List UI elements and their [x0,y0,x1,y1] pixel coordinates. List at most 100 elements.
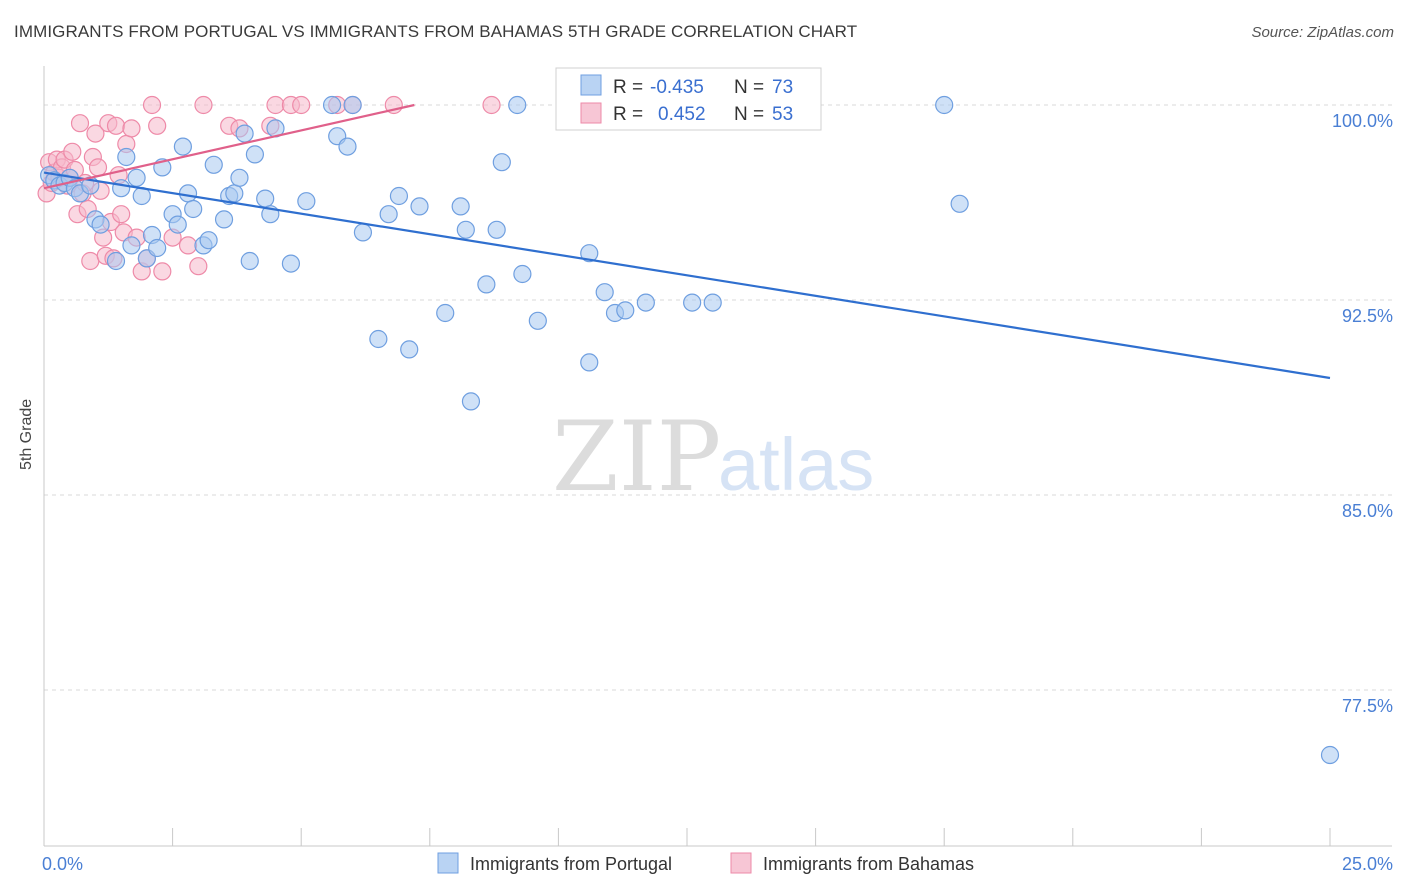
y-tick-labels: 100.0% 92.5% 85.0% 77.5% [1332,111,1393,716]
bahamas-trend-line [43,103,415,190]
portugal-n-label: N = [734,77,764,98]
bahamas-point-32 [122,119,141,138]
stats-legend: R = -0.435 N = 73 R = 0.452 N = 53 [555,67,822,131]
bahamas-swatch [580,102,602,124]
portugal-point-67 [703,293,722,312]
axes [43,66,1392,847]
portugal-point-30 [225,184,244,203]
legend-bahamas-label: Immigrants from Bahamas [763,854,974,874]
bahamas-point-29 [112,205,131,224]
chart-title: IMMIGRANTS FROM PORTUGAL VS IMMIGRANTS F… [14,22,858,41]
portugal-point-57 [508,95,527,115]
portugal-point-43 [343,95,362,115]
portugal-swatch [580,74,602,96]
source-credit: Source: ZipAtlas.com [1251,24,1394,41]
legend-portugal-swatch [437,852,459,874]
portugal-point-26 [199,231,218,250]
x-tick-label-1: 25.0% [1342,854,1393,874]
portugal-point-11 [112,179,131,198]
portugal-point-62 [595,283,614,302]
bahamas-n-value: 53 [772,104,793,125]
portugal-r-label: R = [613,77,643,98]
portugal-point-12 [117,147,136,167]
portugal-point-33 [240,251,259,271]
portugal-point-34 [245,145,265,164]
portugal-point-10 [106,251,126,271]
x-tick-labels: 0.0% 25.0% [42,854,1393,874]
bahamas-n-label: N = [734,104,764,125]
portugal-point-50 [436,303,455,323]
portugal-r-value: -0.435 [650,77,704,98]
watermark-zip: ZIP [552,401,721,513]
bahamas-point-20 [88,158,108,177]
portugal-point-31 [230,168,249,187]
portugal-point-39 [297,192,316,211]
portugal-point-64 [616,301,635,320]
portugal-point-45 [369,329,388,349]
bahamas-point-36 [142,95,162,115]
bahamas-point-40 [178,236,198,255]
portugal-point-58 [513,264,532,284]
bahamas-point-52 [482,95,501,115]
bahamas-point-13 [70,114,90,133]
portugal-point-59 [528,311,547,330]
portugal-point-54 [477,275,496,294]
y-tick-label-3: 77.5% [1342,696,1393,716]
portugal-point-72 [1320,745,1340,765]
portugal-point-13 [122,236,141,255]
portugal-point-22 [173,137,192,156]
portugal-point-68 [935,95,954,115]
portugal-point-40 [322,95,342,115]
portugal-point-46 [379,205,398,224]
portugal-points [40,95,1340,765]
bahamas-point-10 [63,142,82,161]
legend-portugal-label: Immigrants from Portugal [470,854,672,874]
legend-bahamas-swatch [730,852,752,874]
portugal-point-61 [580,353,599,372]
y-tick-label-0: 100.0% [1332,111,1393,131]
portugal-n-value: 73 [772,77,793,98]
y-tick-label-1: 92.5% [1342,306,1393,326]
portugal-point-35 [256,189,275,208]
bahamas-r-value: 0.452 [658,104,706,125]
portugal-point-23 [178,184,198,203]
portugal-point-60 [580,244,599,263]
bahamas-r-label: R = [613,104,643,125]
bahamas-point-38 [153,262,172,281]
bahamas-point-46 [266,95,285,115]
trend-lines [43,103,1331,380]
portugal-point-53 [461,392,481,411]
portugal-point-49 [410,197,429,216]
portugal-point-24 [184,199,203,219]
portugal-point-42 [338,137,357,156]
portugal-point-9 [91,215,110,234]
portugal-point-28 [214,210,234,229]
gridlines [44,104,1392,691]
portugal-point-69 [950,194,969,213]
bahamas-point-27 [106,116,126,135]
portugal-point-48 [400,340,419,359]
portugal-point-38 [281,254,301,273]
portugal-point-14 [127,168,146,187]
bahamas-point-19 [86,124,105,143]
x-tick-label-0: 0.0% [42,854,83,874]
portugal-point-27 [204,155,223,174]
portugal-point-47 [389,186,409,206]
series-legend: Immigrants from Portugal Immigrants from… [437,852,974,874]
bahamas-point-17 [81,251,100,271]
portugal-point-66 [683,293,702,312]
portugal-point-21 [168,215,187,234]
portugal-point-18 [148,238,167,258]
portugal-point-44 [353,223,373,242]
portugal-point-52 [456,220,475,239]
watermark-atlas: atlas [718,423,874,506]
bahamas-point-41 [189,257,208,276]
portugal-point-32 [235,124,254,143]
bahamas-point-37 [148,116,167,135]
y-tick-label-2: 85.0% [1342,501,1393,521]
portugal-point-55 [487,220,506,239]
bahamas-point-42 [194,95,213,115]
portugal-point-51 [451,197,470,216]
watermark: ZIP atlas [552,401,874,513]
